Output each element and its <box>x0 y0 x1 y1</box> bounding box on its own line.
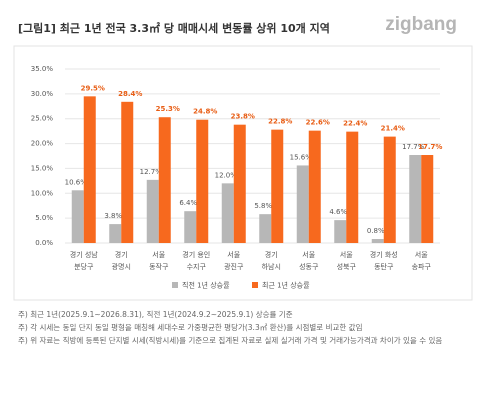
value-label: 10.6% <box>65 178 88 186</box>
x-tick-label: 동탄구 <box>374 262 394 271</box>
bar <box>409 155 422 243</box>
x-tick-label: 광명시 <box>112 262 131 271</box>
y-tick-label: 35.0% <box>31 65 54 73</box>
value-label: 23.8% <box>231 113 255 121</box>
x-tick-label: 경기 용인 <box>182 250 210 259</box>
bar <box>184 211 197 243</box>
bar <box>146 179 159 243</box>
bar <box>371 239 384 243</box>
y-tick-label: 15.0% <box>31 164 54 172</box>
legend-label: 직전 1년 상승률 <box>182 281 230 290</box>
bar <box>308 130 321 243</box>
x-tick-label: 경기 <box>265 250 278 259</box>
y-tick-label: 0.0% <box>35 239 53 247</box>
bar <box>233 124 246 243</box>
bar <box>83 96 96 243</box>
x-tick-label: 분당구 <box>74 262 94 271</box>
x-tick-label: 수지구 <box>187 262 207 271</box>
chart-frame <box>13 45 473 301</box>
bar <box>421 155 434 243</box>
x-tick-label: 서울 <box>415 250 428 259</box>
bar <box>334 220 347 243</box>
y-tick-label: 25.0% <box>31 115 54 123</box>
note: 주) 최근 1년(2025.9.1~2026.8.31), 직전 1년(2024… <box>18 310 293 319</box>
value-label: 25.3% <box>156 105 180 113</box>
value-label: 0.8% <box>367 227 385 235</box>
x-tick-label: 서울 <box>227 250 240 259</box>
value-label: 5.8% <box>254 202 272 210</box>
value-label: 4.6% <box>329 208 347 216</box>
value-label: 12.7% <box>140 168 163 176</box>
logo: zigbang <box>385 14 457 35</box>
value-label: 22.8% <box>268 118 292 126</box>
value-label: 17.7% <box>418 143 442 151</box>
chart: 0.0% 5.0% 10.0% 15.0% 20.0% 25.0% 30.0% 35.0% 경기… <box>13 45 473 301</box>
x-tick-label: 서울 <box>340 250 353 259</box>
value-label: 24.8% <box>193 108 217 116</box>
bar <box>296 165 309 243</box>
x-tick-label: 광진구 <box>224 262 244 271</box>
value-label: 28.4% <box>118 90 142 98</box>
bar <box>271 129 284 243</box>
bar <box>221 183 234 243</box>
y-tick-label: 5.0% <box>35 214 53 222</box>
value-label: 15.6% <box>290 153 313 161</box>
legend-swatch <box>172 282 178 288</box>
y-tick-label: 10.0% <box>31 189 54 197</box>
bar <box>71 190 84 243</box>
x-tick-label: 동작구 <box>149 262 169 271</box>
x-tick-label: 경기 <box>115 250 128 259</box>
bar <box>158 117 171 243</box>
value-label: 12.0% <box>215 171 238 179</box>
x-tick-label: 경기 화성 <box>370 250 398 259</box>
x-tick-label: 경기 성남 <box>70 250 99 259</box>
bar <box>121 101 134 243</box>
x-tick-label: 송파구 <box>412 262 432 271</box>
x-tick-label: 성북구 <box>337 262 357 271</box>
value-label: 29.5% <box>81 84 105 92</box>
y-tick-label: 20.0% <box>31 140 54 148</box>
value-label: 21.4% <box>381 125 405 133</box>
bar <box>383 136 396 243</box>
x-tick-label: 성동구 <box>299 262 319 271</box>
legend-label: 최근 1년 상승률 <box>262 281 310 290</box>
y-tick-label: 30.0% <box>31 90 54 98</box>
legend-swatch <box>252 282 258 288</box>
note: 주) 각 시세는 동일 단지 동일 평형을 매칭해 세대수로 가중평균한 평당가… <box>18 323 363 332</box>
x-tick-label: 서울 <box>152 250 165 259</box>
value-label: 17.7% <box>402 143 425 151</box>
x-tick-label: 서울 <box>302 250 315 259</box>
bar <box>109 224 122 243</box>
value-label: 3.8% <box>104 212 122 220</box>
note: 주) 위 자료는 직방에 등록된 단지별 시세(직방시세)를 기준으로 집계된 … <box>18 336 443 345</box>
value-label: 22.4% <box>343 120 367 128</box>
bar <box>346 131 359 243</box>
x-tick-label: 하남시 <box>262 262 281 271</box>
value-label: 6.4% <box>179 199 197 207</box>
bar <box>196 119 209 243</box>
value-label: 22.6% <box>306 119 330 127</box>
chart-title: [그림1] 최근 1년 전국 3.3㎡ 당 매매시세 변동률 상위 10개 지역 <box>18 22 330 35</box>
notes: 주) 최근 1년(2025.9.1~2026.8.31), 직전 1년(2024… <box>18 308 458 347</box>
bar <box>259 214 272 243</box>
